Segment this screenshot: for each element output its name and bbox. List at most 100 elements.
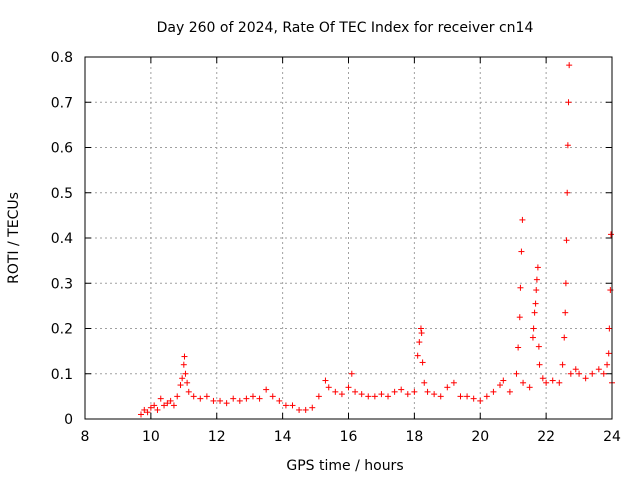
data-points <box>137 62 615 418</box>
data-point <box>477 397 484 404</box>
data-point <box>185 388 192 395</box>
data-point <box>567 370 574 377</box>
data-point <box>385 393 392 400</box>
data-point <box>184 379 191 386</box>
data-point <box>167 397 174 404</box>
data-point <box>536 361 543 368</box>
data-point <box>526 384 533 391</box>
data-point <box>539 375 546 382</box>
data-point <box>289 402 296 409</box>
data-point <box>582 375 589 382</box>
data-point <box>606 325 613 332</box>
data-point <box>530 325 537 332</box>
data-point <box>515 344 522 351</box>
x-tick-label: 8 <box>81 429 90 445</box>
y-tick-label: 0.3 <box>51 276 73 292</box>
chart-title: Day 260 of 2024, Rate Of TEC Index for r… <box>157 20 534 36</box>
data-point <box>243 395 250 402</box>
y-tick-label: 0.6 <box>51 141 73 157</box>
x-axis-label: GPS time / hours <box>286 458 403 474</box>
data-point <box>210 397 217 404</box>
data-point <box>543 379 550 386</box>
data-point <box>608 231 615 238</box>
data-point <box>595 366 602 373</box>
y-tick-label: 0.4 <box>51 231 73 247</box>
data-point <box>535 343 542 350</box>
data-point <box>464 393 471 400</box>
data-point <box>589 370 596 377</box>
data-point <box>565 99 572 106</box>
data-point <box>431 391 438 398</box>
data-point <box>371 393 378 400</box>
data-point <box>315 393 322 400</box>
data-point <box>144 409 151 416</box>
y-tick-label: 0.1 <box>51 367 73 383</box>
data-point <box>470 395 477 402</box>
data-point <box>529 334 536 341</box>
data-point <box>263 386 270 393</box>
data-point <box>180 361 187 368</box>
data-point <box>322 377 329 384</box>
data-point <box>154 406 161 413</box>
data-point <box>559 361 566 368</box>
data-point <box>137 411 144 418</box>
data-point <box>562 309 569 316</box>
data-point <box>418 330 425 337</box>
data-point <box>309 404 316 411</box>
data-point <box>497 382 504 389</box>
data-point <box>391 388 398 395</box>
data-point <box>249 393 256 400</box>
data-point <box>147 404 154 411</box>
data-point <box>223 400 230 407</box>
data-point <box>296 406 303 413</box>
data-point <box>450 379 457 386</box>
data-point <box>236 397 243 404</box>
y-tick-label: 0.7 <box>51 95 73 111</box>
x-tick-label: 24 <box>603 429 621 445</box>
data-point <box>517 284 524 291</box>
data-point <box>414 352 421 359</box>
data-point <box>157 395 164 402</box>
data-point <box>490 388 497 395</box>
grid <box>85 57 612 419</box>
data-point <box>170 402 177 409</box>
data-point <box>566 62 573 69</box>
data-point <box>230 395 237 402</box>
data-point <box>269 393 276 400</box>
x-tick-label: 12 <box>208 429 226 445</box>
data-point <box>404 391 411 398</box>
y-tick-label: 0 <box>64 412 73 428</box>
data-point <box>549 377 556 384</box>
y-axis-label: ROTI / TECUs <box>6 192 22 284</box>
data-point <box>600 370 607 377</box>
data-point <box>174 393 181 400</box>
y-tick-label: 0.8 <box>51 50 73 66</box>
data-point <box>181 353 188 360</box>
data-point <box>605 350 612 357</box>
data-point <box>302 406 309 413</box>
data-point <box>520 379 527 386</box>
data-point <box>217 397 224 404</box>
tick-labels: 8 10 12 14 16 18 20 22 24 0 0.1 0.2 0.3 0.4 0.5 0.6 0.7 0… <box>51 50 621 445</box>
data-point <box>576 370 583 377</box>
data-point <box>282 402 289 409</box>
data-point <box>416 339 423 346</box>
data-point <box>533 287 540 294</box>
data-point <box>437 393 444 400</box>
data-point <box>563 237 570 244</box>
data-point <box>179 375 186 382</box>
data-point <box>513 370 520 377</box>
data-point <box>417 325 424 332</box>
data-point <box>358 391 365 398</box>
data-point <box>190 393 197 400</box>
data-point <box>365 393 372 400</box>
data-point <box>419 359 426 366</box>
data-point <box>197 395 204 402</box>
plot-frame <box>84 56 613 420</box>
data-point <box>457 393 464 400</box>
data-point <box>352 388 359 395</box>
data-point <box>518 248 525 255</box>
data-point <box>562 280 569 287</box>
data-point <box>161 402 168 409</box>
